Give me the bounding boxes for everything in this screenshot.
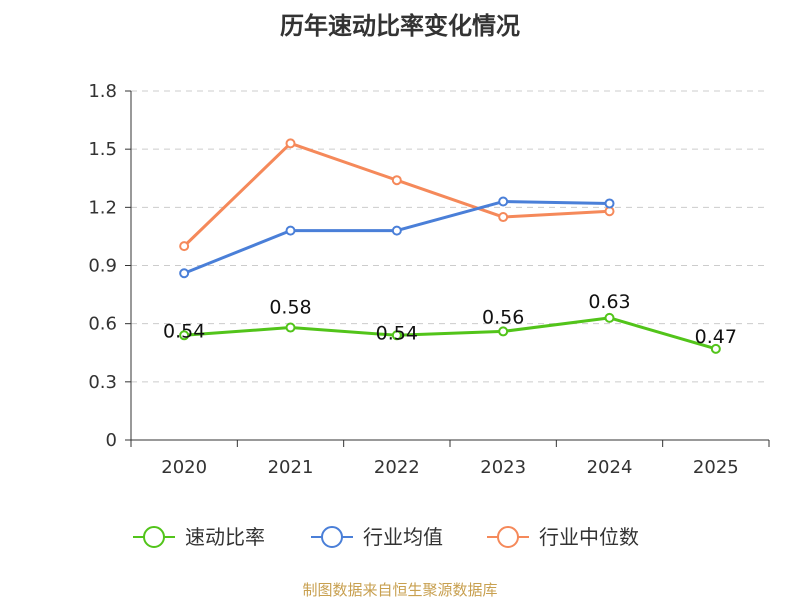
y-tick-label: 0.3: [88, 372, 117, 393]
y-tick-label: 1.8: [88, 81, 117, 102]
x-tick-label: 2025: [693, 457, 739, 478]
data-label: 0.56: [482, 306, 524, 328]
data-point: [285, 225, 296, 236]
data-point: [710, 343, 721, 354]
data-point: [179, 268, 190, 279]
data-point: [391, 330, 402, 341]
data-point: [179, 330, 190, 341]
legend-marker[interactable]: [497, 526, 519, 548]
x-tick-label: 2021: [268, 457, 314, 478]
y-tick-label: 0: [106, 430, 117, 451]
legend-label[interactable]: 速动比率: [185, 525, 265, 549]
data-label: 0.58: [269, 297, 311, 319]
y-tick-label: 0.9: [88, 256, 117, 277]
series-line: [183, 200, 610, 275]
data-label: 0.63: [588, 291, 630, 313]
y-tick-label: 1.2: [88, 197, 117, 218]
legend-marker[interactable]: [321, 526, 343, 548]
data-point: [285, 322, 296, 333]
data-point: [391, 225, 402, 236]
chart-title: 历年速动比率变化情况: [280, 12, 520, 40]
data-label: 0.47: [695, 326, 737, 348]
x-tick-label: 2022: [374, 457, 420, 478]
y-tick-label: 0.6: [88, 314, 117, 335]
x-tick-label: 2024: [587, 457, 633, 478]
legend-label[interactable]: 行业中位数: [539, 525, 639, 549]
data-point: [604, 198, 615, 209]
source-note: 制图数据来自恒生聚源数据库: [302, 581, 498, 599]
data-point: [498, 326, 509, 337]
data-label: 0.54: [163, 320, 205, 342]
data-label: 0.54: [376, 322, 418, 344]
data-point: [498, 212, 509, 223]
legend-label[interactable]: 行业均值: [363, 525, 443, 549]
data-point: [604, 312, 615, 323]
data-point: [285, 138, 296, 149]
legend-marker[interactable]: [143, 526, 165, 548]
data-point: [179, 241, 190, 252]
y-tick-label: 1.5: [88, 139, 117, 160]
series-line: [184, 316, 717, 351]
x-tick-label: 2020: [161, 457, 207, 478]
data-point: [391, 175, 402, 186]
data-point: [498, 196, 509, 207]
x-tick-label: 2023: [480, 457, 526, 478]
